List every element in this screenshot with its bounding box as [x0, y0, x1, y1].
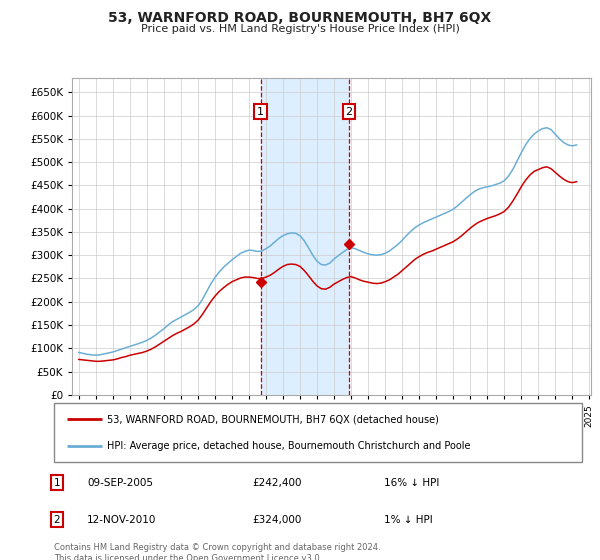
- Text: 53, WARNFORD ROAD, BOURNEMOUTH, BH7 6QX (detached house): 53, WARNFORD ROAD, BOURNEMOUTH, BH7 6QX …: [107, 414, 439, 424]
- Text: 09-SEP-2005: 09-SEP-2005: [87, 478, 153, 488]
- Text: 2: 2: [345, 106, 352, 116]
- Text: £242,400: £242,400: [252, 478, 302, 488]
- Text: £324,000: £324,000: [252, 515, 301, 525]
- Text: 2: 2: [53, 515, 61, 525]
- Text: 16% ↓ HPI: 16% ↓ HPI: [384, 478, 439, 488]
- Text: 1: 1: [257, 106, 264, 116]
- Text: 1% ↓ HPI: 1% ↓ HPI: [384, 515, 433, 525]
- Bar: [261, 78, 349, 395]
- Text: 1: 1: [53, 478, 61, 488]
- Text: Price paid vs. HM Land Registry's House Price Index (HPI): Price paid vs. HM Land Registry's House …: [140, 24, 460, 34]
- Text: HPI: Average price, detached house, Bournemouth Christchurch and Poole: HPI: Average price, detached house, Bour…: [107, 441, 470, 451]
- Text: 12-NOV-2010: 12-NOV-2010: [87, 515, 157, 525]
- Text: 53, WARNFORD ROAD, BOURNEMOUTH, BH7 6QX: 53, WARNFORD ROAD, BOURNEMOUTH, BH7 6QX: [109, 11, 491, 25]
- Text: Contains HM Land Registry data © Crown copyright and database right 2024.
This d: Contains HM Land Registry data © Crown c…: [54, 543, 380, 560]
